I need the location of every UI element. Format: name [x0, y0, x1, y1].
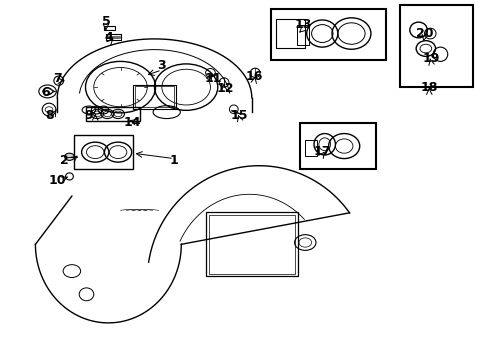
Text: 12: 12	[216, 82, 233, 95]
Text: 13: 13	[294, 18, 311, 31]
Text: 9: 9	[84, 109, 93, 122]
Text: 18: 18	[420, 81, 437, 94]
Text: 17: 17	[313, 145, 330, 158]
Text: 11: 11	[203, 72, 221, 85]
Text: 6: 6	[41, 86, 49, 99]
Bar	[300, 123, 375, 169]
Bar	[205, 212, 297, 276]
Text: 19: 19	[422, 52, 440, 65]
Bar	[399, 5, 472, 87]
Text: 5: 5	[102, 14, 110, 27]
Text: 10: 10	[48, 174, 66, 186]
Bar	[135, 86, 174, 108]
Bar	[106, 34, 120, 40]
Text: 14: 14	[123, 116, 141, 129]
Text: 8: 8	[45, 109, 54, 122]
Bar	[74, 135, 132, 169]
Bar	[296, 25, 308, 45]
Bar	[104, 26, 115, 30]
Text: 16: 16	[245, 70, 263, 83]
Bar	[276, 19, 305, 48]
Text: 7: 7	[53, 72, 61, 85]
Text: 4: 4	[104, 31, 113, 44]
Text: 15: 15	[230, 109, 248, 122]
Text: 20: 20	[415, 27, 432, 40]
Text: 1: 1	[169, 154, 178, 167]
Bar	[305, 140, 317, 156]
Bar	[209, 215, 294, 274]
Text: 3: 3	[157, 59, 166, 72]
Ellipse shape	[64, 153, 74, 160]
Bar	[271, 9, 385, 60]
Text: 2: 2	[60, 154, 69, 167]
Bar	[86, 107, 140, 121]
Bar	[132, 85, 176, 109]
